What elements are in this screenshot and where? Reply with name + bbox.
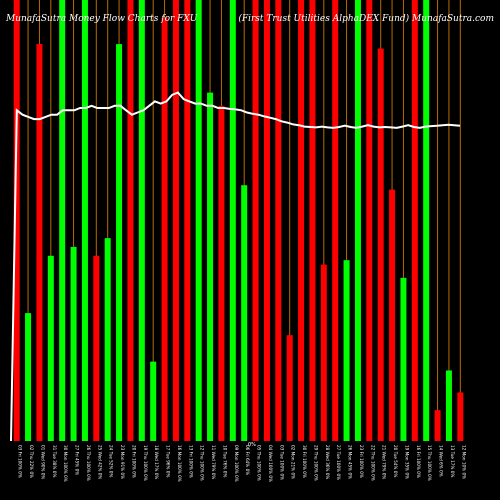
bar-red (184, 0, 191, 441)
bar-green (343, 260, 350, 441)
x-tick-label: 06 Fri 64% 0% (245, 445, 250, 475)
bar-green (400, 277, 407, 441)
x-tick-label: 20 Tue 54% 0% (393, 445, 398, 477)
x-tick-label: 13 Fri 100% 0% (188, 445, 193, 478)
bar-green (116, 44, 123, 441)
x-tick-label: 20 Fri 100% 0% (131, 445, 136, 478)
x-tick-label: 30 Mon 100% 0% (63, 445, 68, 482)
bar-red (434, 410, 441, 441)
bar-red (93, 255, 100, 441)
bar-green (47, 255, 54, 441)
x-tick-label: 04 Wed 100% 0% (268, 445, 273, 482)
x-tick-label: 23 Fri 100% 0% (359, 445, 364, 478)
axis-center-label: 0% (248, 442, 256, 448)
x-tick-label: 23 Mon 91% 0% (120, 445, 125, 479)
x-tick-label: 02 Mon 21% 0% (291, 445, 296, 479)
money-flow-line (10, 91, 461, 442)
x-tick-label: 19 Thu 100% 0% (143, 445, 148, 481)
bar-red (298, 0, 305, 441)
x-tick-label: 12 Mon 10% 0% (461, 445, 466, 479)
bar-red (218, 105, 225, 441)
x-tick-label: 03 Fri 100% 0% (18, 445, 23, 478)
bar-red (366, 0, 373, 441)
bar-green (25, 313, 32, 441)
bar-green (59, 0, 66, 441)
bar-red (172, 0, 179, 441)
x-tick-label: 16 Fri 100% 0% (416, 445, 421, 478)
x-tick-label: 21 Wed 79% 0% (382, 445, 387, 479)
bar-red (457, 392, 464, 441)
x-tick-label: 12 Thu 100% 0% (200, 445, 205, 481)
bar-green (195, 0, 202, 441)
header-title-left: MunafaSutra Money Flow Charts for FXU (6, 14, 198, 24)
bar-green (138, 0, 145, 441)
x-tick-label: 05 Thu 100% 0% (257, 445, 262, 481)
bar-layer (13, 0, 464, 442)
x-tick-label: 31 Tue 38% 0% (52, 445, 57, 477)
bar-red (320, 264, 327, 441)
bar-red (36, 44, 43, 441)
bar-red (161, 17, 168, 441)
x-tick-label: 16 Mon 100% 0% (177, 445, 182, 482)
x-tick-label: 27 Tue 100% 0% (336, 445, 341, 480)
x-tick-label: 11 Wed 79% 0% (211, 445, 216, 479)
bar-red (127, 0, 134, 441)
bar-green (81, 0, 88, 441)
x-tick-label: 10 Tue 76% 0% (222, 445, 227, 477)
x-tick-labels: 03 Fri 100% 0% 02 Thu 22% 0% 01 Wed 90% 0%… (18, 445, 467, 482)
bar-green (70, 246, 77, 441)
x-tick-label: 03 Tue 100% 0% (279, 445, 284, 480)
x-tick-label: 17 Tue 96% 0% (166, 445, 171, 477)
x-tick-label: 29 Thu 100% 0% (313, 445, 318, 481)
x-tick-label: 15 Thu 100% 0% (427, 445, 432, 481)
header-title-right: (First Trust Utilities AlphaDEX Fund) Mu… (238, 14, 494, 24)
x-tick-label: 13 Tue 17% 0% (450, 445, 455, 477)
bar-green (207, 92, 214, 442)
x-tick-label: 19 Mon 35% 0% (404, 445, 409, 479)
x-tick-label: 28 Wed 36% 0% (325, 445, 330, 479)
bar-red (411, 0, 418, 441)
bar-red (263, 0, 270, 441)
bar-red (286, 335, 293, 441)
x-tick-label: 09 Mon 100% 0% (234, 445, 239, 482)
bar-red (377, 48, 384, 441)
x-tick-label: 24 Tue 52% 0% (109, 445, 114, 477)
bar-green (241, 185, 248, 441)
bar-green (423, 0, 430, 441)
x-tick-label: 26 Mon 45% 0% (348, 445, 353, 479)
bar-green (229, 0, 236, 441)
bar-red (252, 0, 259, 441)
bar-green (150, 361, 157, 441)
x-tick-label: 18 Wed 17% 0% (154, 445, 159, 479)
x-tick-label: 25 Wed 42% 0% (97, 445, 102, 479)
x-tick-label: 27 Fri 45% 0% (75, 445, 80, 475)
bar-red (332, 0, 339, 441)
bar-green (354, 0, 361, 441)
bar-green (104, 238, 111, 441)
bar-red (389, 189, 396, 441)
bar-red (275, 0, 282, 441)
x-tick-label: 02 Thu 22% 0% (29, 445, 34, 478)
x-tick-label: 22 Thu 100% 0% (370, 445, 375, 481)
bar-green (445, 370, 452, 441)
bar-red (13, 0, 20, 441)
x-tick-label: 14 Wed 6% 0% (439, 445, 444, 477)
x-tick-label: 01 Wed 90% 0% (40, 445, 45, 479)
x-tick-label: 30 Fri 100% 0% (302, 445, 307, 478)
bar-red (309, 0, 316, 441)
x-tick-label: 26 Thu 100% 0% (86, 445, 91, 481)
